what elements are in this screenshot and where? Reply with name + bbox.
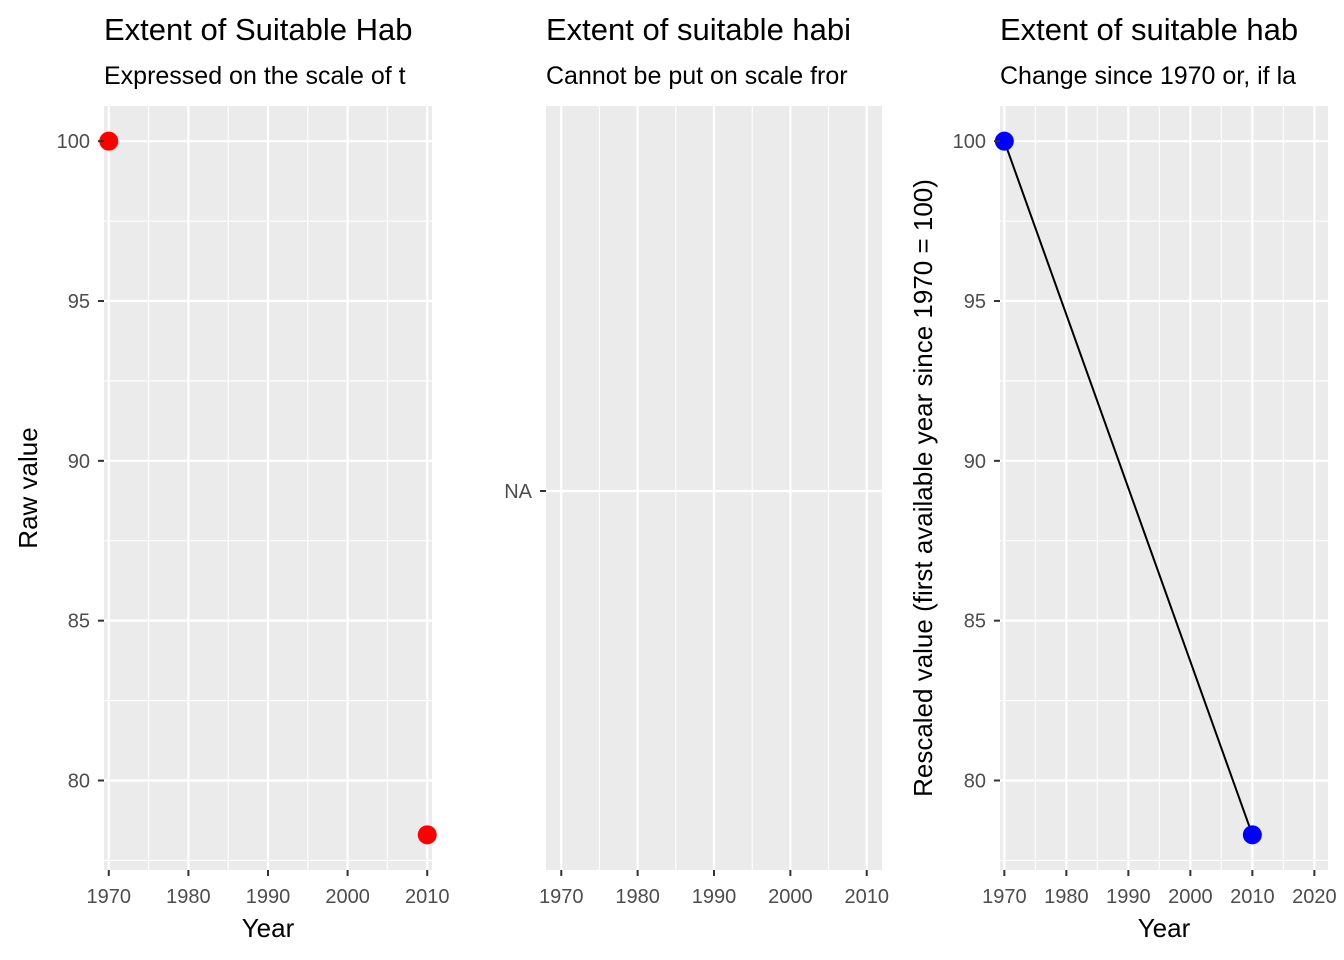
x-tick-label: 1970 xyxy=(982,886,1027,908)
panel-1-x-axis-label: Year xyxy=(242,913,295,943)
x-tick-label: 1980 xyxy=(1044,886,1089,908)
panel-3-gridlines xyxy=(1000,106,1328,870)
x-tick-label: 2000 xyxy=(325,886,370,908)
x-tick-label: 2010 xyxy=(844,886,889,908)
panel-3-title: Extent of suitable hab xyxy=(1000,12,1298,47)
panel-1-y-axis-label: Raw value xyxy=(13,427,43,548)
panel-3-marks xyxy=(994,131,1262,845)
data-point xyxy=(99,131,119,151)
y-tick-label: 80 xyxy=(68,770,90,792)
x-tick-label: 1980 xyxy=(615,886,660,908)
panel-1-title: Extent of Suitable Hab xyxy=(104,12,412,47)
panel-2: Extent of suitable habi Cannot be put on… xyxy=(504,12,889,908)
x-tick-label: 1970 xyxy=(87,886,132,908)
y-tick-label: 85 xyxy=(964,611,986,633)
panel-3-ticks: 1970 1980 1990 2000 2010 2020 80 85 90 95 100 xyxy=(953,131,1337,908)
y-tick-label: 100 xyxy=(953,131,986,153)
y-tick-label: 80 xyxy=(964,770,986,792)
panel-1-marks xyxy=(99,131,437,845)
panel-3-x-axis-label: Year xyxy=(1138,913,1191,943)
x-tick-label: 1980 xyxy=(166,886,211,908)
x-tick-label: 2010 xyxy=(1230,886,1275,908)
panel-1-gridlines xyxy=(104,106,432,870)
x-tick-label: 2000 xyxy=(768,886,813,908)
x-tick-label: 2010 xyxy=(405,886,450,908)
data-point xyxy=(994,131,1014,151)
panel-1-ticks: 1970 1980 1990 2000 2010 80 85 90 95 100 xyxy=(57,131,450,908)
panel-1-subtitle: Expressed on the scale of t xyxy=(104,62,406,90)
panel-2-subtitle: Cannot be put on scale fror xyxy=(546,62,848,90)
series-line xyxy=(1003,140,1254,836)
panel-1: Extent of Suitable Hab Expressed on the … xyxy=(13,12,449,943)
data-point xyxy=(1242,825,1262,845)
x-tick-label: 1970 xyxy=(539,886,584,908)
x-tick-label: 2020 xyxy=(1292,886,1337,908)
panel-2-title: Extent of suitable habi xyxy=(546,12,851,47)
panel-2-gridlines xyxy=(546,106,882,870)
panel-3-subtitle: Change since 1970 or, if la xyxy=(1000,62,1296,90)
panel-3: Extent of suitable hab Change since 1970… xyxy=(908,12,1337,943)
x-tick-label: 1990 xyxy=(692,886,737,908)
panel-3-y-axis-label: Rescaled value (first available year sin… xyxy=(908,179,938,797)
y-tick-label: 100 xyxy=(57,131,90,153)
y-tick-label: 95 xyxy=(964,291,986,313)
x-tick-label: 1990 xyxy=(1106,886,1151,908)
y-tick-label: 90 xyxy=(68,451,90,473)
data-point xyxy=(417,825,437,845)
y-tick-label: 95 xyxy=(68,291,90,313)
y-tick-label: 90 xyxy=(964,451,986,473)
panel-2-ticks: 1970 1980 1990 2000 2010 NA xyxy=(504,481,889,908)
x-tick-label: 2000 xyxy=(1168,886,1213,908)
x-tick-label: 1990 xyxy=(246,886,291,908)
y-tick-label: NA xyxy=(504,481,532,503)
y-tick-label: 85 xyxy=(68,611,90,633)
panel-3-plot-area xyxy=(1000,106,1328,870)
